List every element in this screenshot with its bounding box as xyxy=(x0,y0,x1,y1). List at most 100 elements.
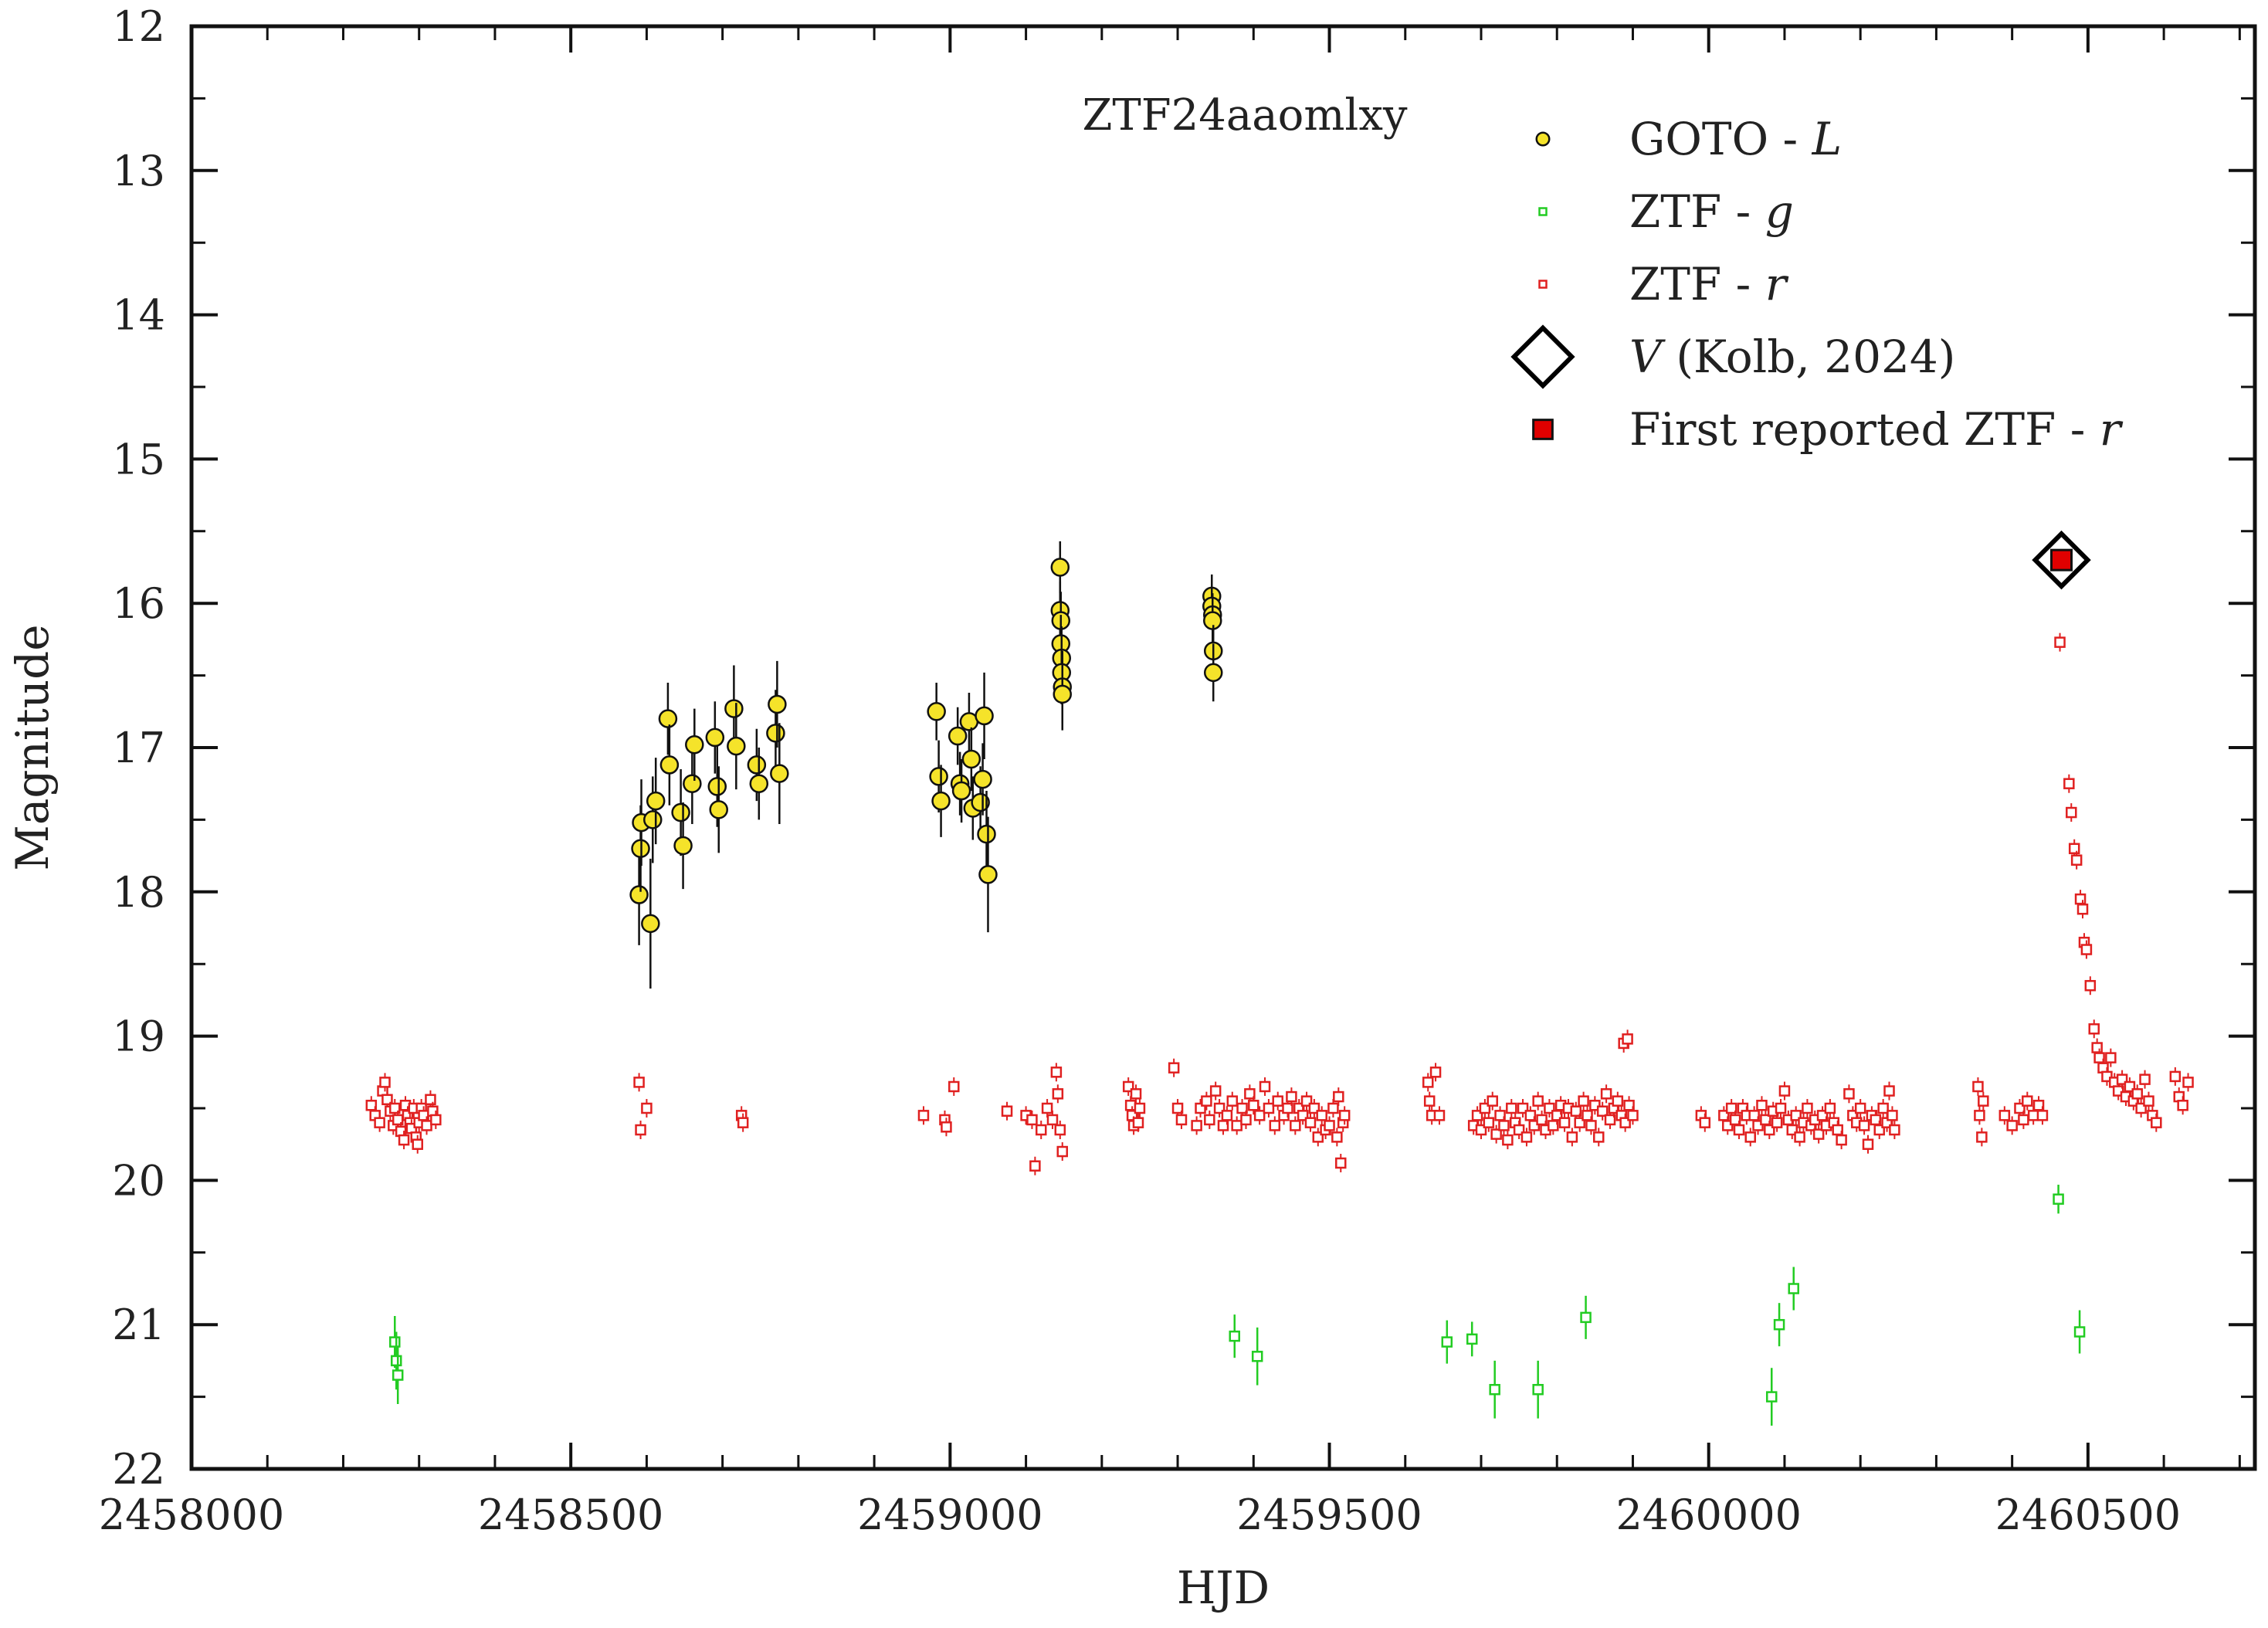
data-point xyxy=(629,885,649,904)
series-first-reported-ztf-r xyxy=(2050,548,2073,571)
data-point xyxy=(2070,854,2083,866)
data-point xyxy=(1466,1333,1478,1345)
data-point xyxy=(2177,1100,2188,1111)
data-point xyxy=(1824,1102,1836,1114)
data-point xyxy=(390,1355,402,1367)
data-point xyxy=(1566,1131,1578,1143)
data-point xyxy=(2182,1077,2194,1088)
y-tick-label: 20 xyxy=(112,1156,165,1205)
data-point xyxy=(1269,1120,1281,1131)
data-point xyxy=(1862,1138,1874,1150)
x-tick-label: 2458000 xyxy=(99,1491,285,1539)
data-point xyxy=(2066,806,2077,819)
data-point xyxy=(1978,1095,1989,1107)
legend-label: First reported ZTF - r xyxy=(1629,403,2124,456)
data-point xyxy=(1502,1134,1514,1146)
y-tick-label: 18 xyxy=(112,868,165,917)
data-point xyxy=(1272,1095,1283,1107)
data-point xyxy=(2169,1070,2182,1083)
data-point xyxy=(1050,1067,1063,1078)
data-point xyxy=(421,1120,432,1131)
data-point xyxy=(2036,1110,2049,1121)
data-point xyxy=(1054,1124,1066,1136)
legend: GOTO - L ZTF - g ZTF - r V (Kolb, 2024) Firs… xyxy=(1510,113,2124,456)
legend-label: ZTF - g xyxy=(1629,185,1794,238)
data-point xyxy=(975,706,994,726)
data-point xyxy=(1836,1134,1847,1146)
data-point xyxy=(707,777,727,796)
data-point xyxy=(1229,1330,1240,1342)
y-tick-label: 15 xyxy=(112,435,165,483)
data-point xyxy=(1327,1102,1339,1114)
data-point xyxy=(641,1102,653,1114)
data-point xyxy=(1765,1391,1778,1402)
data-point xyxy=(977,824,996,844)
data-point xyxy=(1883,1085,1895,1097)
data-point xyxy=(1441,1336,1453,1348)
data-point xyxy=(1244,1088,1256,1100)
data-point xyxy=(1622,1033,1633,1045)
data-point xyxy=(1604,1114,1616,1126)
data-point xyxy=(1338,1110,1351,1121)
data-point xyxy=(1506,1102,1517,1114)
data-point xyxy=(1771,1117,1783,1128)
data-point xyxy=(1976,1131,1988,1143)
legend-marker xyxy=(1535,131,1551,147)
data-point xyxy=(1578,1095,1589,1107)
data-point xyxy=(2151,1117,2162,1128)
data-point xyxy=(1259,1080,1271,1093)
data-point xyxy=(948,1080,960,1093)
data-point xyxy=(1699,1117,1711,1128)
data-point xyxy=(948,726,968,746)
data-point xyxy=(749,774,769,793)
data-point xyxy=(1331,1131,1343,1143)
data-point xyxy=(1248,1100,1259,1111)
data-point xyxy=(1231,1120,1242,1131)
data-point xyxy=(646,791,666,811)
data-point xyxy=(1324,1120,1335,1131)
data-point xyxy=(2143,1095,2154,1107)
data-point xyxy=(1130,1088,1142,1100)
data-point xyxy=(1175,1114,1188,1126)
axis-ticks: 2458000 2458500 2459000 2459500 2460000 24605… xyxy=(99,2,2255,1539)
data-point xyxy=(1775,1102,1787,1114)
data-point xyxy=(737,1117,749,1128)
data-point xyxy=(1422,1077,1434,1088)
data-point xyxy=(2054,636,2066,648)
data-point xyxy=(2073,1326,2086,1338)
data-point xyxy=(1532,1095,1544,1107)
data-point xyxy=(1026,1114,1038,1126)
data-point xyxy=(398,1134,410,1146)
data-point xyxy=(425,1094,436,1106)
data-point xyxy=(2139,1073,2151,1085)
data-point xyxy=(1001,1105,1013,1117)
data-point xyxy=(2131,1088,2143,1100)
data-point xyxy=(1226,1095,1239,1107)
data-point xyxy=(951,781,971,801)
data-point xyxy=(941,1121,952,1133)
y-tick-label: 19 xyxy=(112,1012,165,1061)
data-point xyxy=(1794,1131,1805,1143)
data-point xyxy=(2080,944,2093,955)
data-point xyxy=(1282,1102,1293,1114)
legend-marker xyxy=(1538,280,1548,289)
data-point xyxy=(633,1077,645,1088)
data-point xyxy=(1558,1117,1571,1128)
data-point xyxy=(724,699,744,718)
data-point xyxy=(1290,1120,1301,1131)
data-point xyxy=(1854,1102,1866,1114)
data-point xyxy=(1204,1114,1215,1126)
data-point xyxy=(961,749,981,769)
y-tick-label: 21 xyxy=(112,1301,165,1349)
data-point xyxy=(1191,1120,1202,1131)
data-point xyxy=(2088,1023,2100,1035)
data-point xyxy=(2084,979,2097,992)
data-point xyxy=(1812,1128,1825,1140)
data-point xyxy=(374,1117,385,1128)
data-point xyxy=(1046,1114,1059,1126)
y-tick-label: 13 xyxy=(112,147,165,195)
legend-label: V (Kolb, 2024) xyxy=(1629,331,1955,383)
data-point xyxy=(2105,1052,2117,1063)
data-point xyxy=(1858,1120,1870,1131)
data-point xyxy=(1335,1157,1347,1169)
